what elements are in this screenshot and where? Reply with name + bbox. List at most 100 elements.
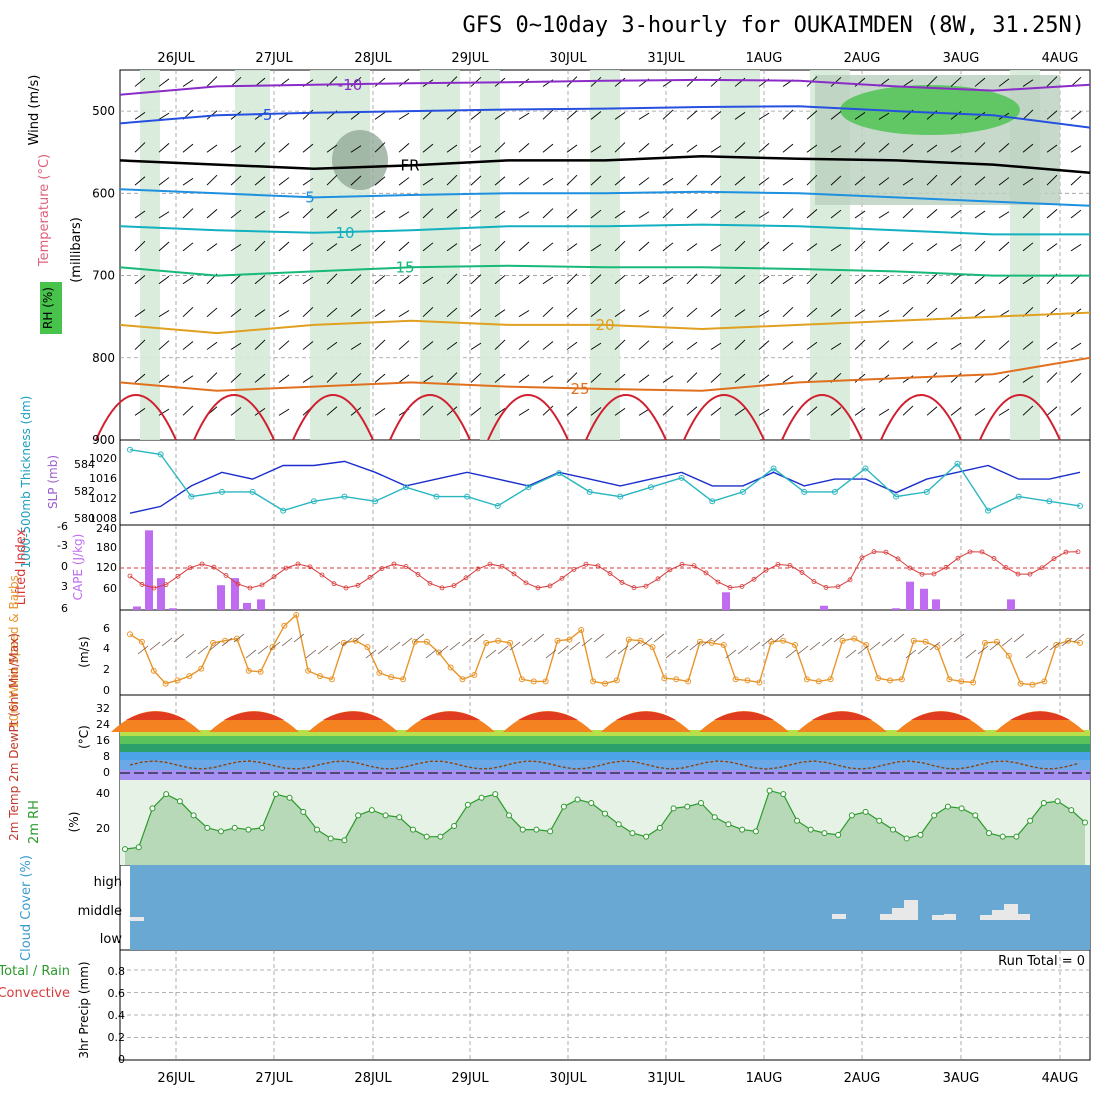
temp-color-band (120, 752, 1090, 760)
wind10m-barb (1037, 645, 1049, 655)
wind-barb (1046, 372, 1058, 383)
wind-barb (494, 339, 506, 350)
temp-max-hump-peak (224, 711, 284, 720)
temp2m-axis-label: 2m Temp 2m DewPt (6hr Min/Max) (7, 633, 21, 841)
lifted-index-point (319, 572, 325, 578)
wind-barb (854, 275, 866, 285)
wind-barb (590, 372, 602, 383)
wind-barb (830, 407, 842, 416)
wind10m-speed-line-point (245, 667, 252, 674)
wind-barb (542, 178, 554, 186)
wind-barb (158, 112, 170, 120)
temp-max-hump (209, 711, 299, 732)
slp-line-point (402, 484, 409, 491)
wind10m-barb (665, 649, 677, 659)
wind-barb (710, 145, 722, 153)
wind10m-barb (269, 641, 281, 651)
temp-contour-label: FR (400, 156, 419, 174)
cloud-block (130, 917, 144, 921)
wind-barb (1070, 407, 1082, 416)
wind-barb (710, 244, 722, 252)
wind-barb (542, 341, 554, 350)
rh2m-point (999, 833, 1006, 840)
dewpoint-line (129, 760, 1079, 770)
wind-barb (446, 174, 458, 186)
temp-contour-30 (389, 394, 471, 441)
wind10m-speed-line-point (162, 680, 169, 687)
wind-barb (542, 109, 554, 120)
wind-barb (158, 340, 170, 350)
wind-barb (254, 275, 266, 285)
lifted-index-point (175, 573, 181, 579)
rh2m-point (725, 821, 732, 828)
wind10m-speed-line-point (613, 677, 620, 684)
cape-bar (243, 602, 251, 610)
wind-barb (782, 341, 794, 350)
rh2m-point (615, 821, 622, 828)
wind-barb (422, 405, 434, 416)
wind-barb (446, 372, 458, 383)
wind-barb (806, 406, 818, 416)
rh2m-point (533, 826, 540, 833)
wind-barb (734, 111, 746, 120)
wind10m-barb (389, 641, 401, 651)
wind10m-barb (233, 633, 245, 643)
wind-barb (326, 174, 338, 186)
wind-barb (278, 143, 290, 153)
wind-barb (614, 275, 626, 285)
wind-barb (1022, 341, 1034, 350)
wind-barb (518, 112, 530, 120)
wind-barb (1070, 209, 1082, 219)
wind10m-speed-line-point (637, 637, 644, 644)
wind-barb (686, 76, 698, 87)
lifted-index-point (811, 579, 817, 584)
lifted-index-point (199, 561, 205, 567)
wind-barb (158, 78, 170, 87)
rh2m-point (547, 828, 554, 835)
lifted-index-point (499, 563, 505, 569)
lifted-index-point (1051, 556, 1057, 562)
lifted-index-point (391, 561, 397, 567)
wind10m-speed-line-point (483, 639, 490, 646)
wind10m-speed-line-point (839, 637, 846, 644)
thickness-axis-label: 1000-500mb Thickness (dm) (19, 396, 33, 569)
wind-barb (518, 241, 530, 252)
rh2m-point (698, 800, 704, 807)
wind-barb (686, 243, 698, 252)
wind-barb (494, 142, 506, 153)
wind-barb (1022, 208, 1034, 219)
wind-barb (1022, 276, 1034, 285)
wind-barb (926, 174, 938, 186)
wind10m-speed-line-point (768, 638, 775, 645)
lifted-index-point (559, 575, 565, 581)
rh2m-point (478, 794, 485, 801)
wind-barb (374, 210, 386, 219)
wind-barb (254, 142, 266, 153)
wind-barb (326, 372, 338, 383)
wind-barb (878, 143, 890, 153)
temp-contour-label: 10 (335, 224, 354, 242)
wind10m-speed-line-point (210, 639, 217, 646)
wind-barb (974, 176, 986, 186)
wind-barb (974, 275, 986, 285)
top-date-label: 1AUG (746, 51, 783, 66)
rh2m-point (286, 794, 293, 801)
wind-barb (566, 341, 578, 350)
bottom-date-label: 29JUL (451, 1071, 489, 1086)
wind-barb (566, 372, 578, 383)
lifted-index-point (511, 571, 517, 577)
wind-barb (230, 308, 242, 318)
rh2m-point (135, 844, 142, 851)
wind-barb (806, 209, 818, 219)
wind-barb (254, 176, 266, 186)
wind-barb (230, 372, 242, 383)
wind-barb (806, 372, 818, 383)
slp-line-point (985, 507, 992, 514)
rh2m-point (986, 830, 992, 837)
wind-barb (782, 242, 794, 252)
wind-barb (974, 77, 986, 87)
wind-barb (686, 209, 698, 219)
bottom-date-label: 1AUG (746, 1071, 783, 1086)
cloud-level-label: middle (78, 904, 122, 919)
wind10m-barb (497, 645, 509, 655)
